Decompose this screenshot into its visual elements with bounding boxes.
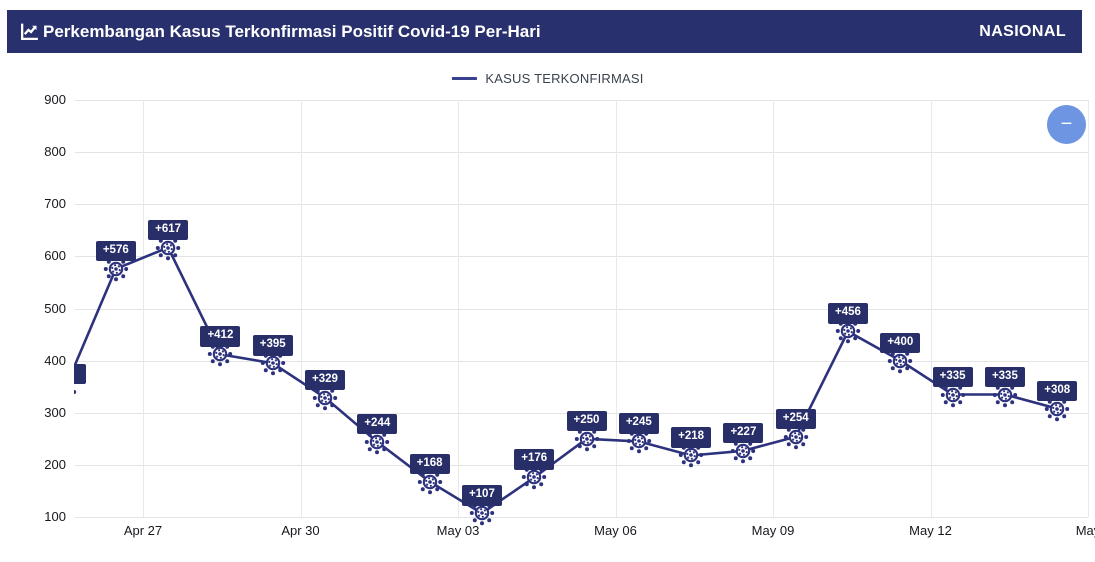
h-gridline [75, 464, 1088, 466]
minus-icon: − [1060, 113, 1073, 135]
v-gridline [143, 100, 144, 517]
h-gridline [75, 152, 1088, 154]
data-point-badge: +400 [880, 332, 921, 354]
virus-marker-icon[interactable] [260, 350, 286, 376]
data-point-badge: +176 [514, 449, 555, 470]
v-gridline [773, 100, 774, 517]
data-point-badge: +250 [566, 410, 607, 432]
v-gridline [300, 100, 302, 517]
y-axis-label: 100 [44, 509, 66, 524]
data-point-badge: +308 [1037, 380, 1078, 402]
data-point-badge: +456 [828, 303, 868, 324]
legend-label: KASUS TERKONFIRMASI [485, 71, 644, 86]
data-point-badge: +335 [984, 366, 1025, 387]
page-title: Perkembangan Kasus Terkonfirmasi Positif… [43, 21, 541, 41]
y-axis-label: 900 [44, 92, 66, 107]
data-point-badge: +576 [95, 240, 136, 262]
h-gridline [75, 256, 1088, 258]
data-point-badge: +335 [932, 366, 973, 387]
line-chart-icon [19, 21, 40, 42]
data-point-badge: +254 [775, 408, 816, 430]
h-gridline [75, 100, 1088, 101]
y-axis-label: 800 [44, 144, 66, 160]
data-point-badge: +107 [461, 485, 502, 506]
legend-line-swatch [451, 77, 477, 80]
y-axis-label: 600 [44, 248, 66, 264]
data-point-badge: +168 [409, 453, 450, 475]
virus-marker-icon[interactable] [155, 235, 181, 261]
data-point-badge: +412 [200, 326, 241, 347]
v-gridline [930, 100, 932, 517]
virus-marker-icon[interactable] [783, 424, 809, 450]
series-line [74, 245, 1058, 515]
data-point-badge: +244 [357, 413, 398, 435]
h-gridline [75, 517, 1088, 518]
virus-marker-icon[interactable] [312, 385, 338, 411]
virus-marker-icon[interactable] [74, 379, 77, 405]
data-point-badge: +218 [671, 427, 712, 448]
h-gridline [75, 308, 1088, 310]
data-point-badge: +329 [305, 369, 345, 391]
widget-header: Perkembangan Kasus Terkonfirmasi Positif… [7, 10, 1082, 53]
data-point-badge: +395 [252, 335, 293, 356]
virus-marker-icon[interactable] [626, 428, 652, 454]
x-axis-label: May 09 [751, 523, 795, 538]
y-axis-label: 400 [44, 352, 66, 368]
data-point-badge: +245 [618, 413, 659, 434]
legend-item-kasus-terkonfirmasi[interactable]: KASUS TERKONFIRMASI [451, 71, 643, 86]
y-axis-label: 300 [44, 404, 66, 420]
x-axis-label: May 06 [594, 523, 637, 538]
x-axis-label: May 03 [436, 523, 480, 538]
virus-marker-icon[interactable] [364, 429, 390, 455]
y-axis-label: 700 [44, 196, 66, 212]
x-axis-label: May 12 [909, 523, 952, 538]
x-axis-label: Apr 27 [123, 523, 163, 538]
collapse-chart-button[interactable]: − [1047, 105, 1086, 144]
x-axis-label: May [1075, 523, 1095, 538]
data-point-badge: +617 [148, 219, 189, 240]
v-gridline [615, 100, 617, 517]
chart-series-layer: +576 +617 +412 +395 +329 +244 +168 +107 +176 +250… [74, 90, 1095, 560]
data-point-badge: +227 [723, 422, 764, 444]
x-axis-label: Apr 30 [281, 523, 320, 538]
region-label: NASIONAL [979, 22, 1066, 40]
y-axis-label: 200 [44, 456, 66, 472]
h-gridline [75, 360, 1088, 362]
h-gridline [75, 204, 1088, 206]
v-gridline [1088, 100, 1089, 517]
data-point-badge [74, 363, 86, 384]
widget-title-group: Perkembangan Kasus Terkonfirmasi Positif… [19, 21, 541, 42]
y-axis-label: 500 [44, 300, 66, 316]
v-gridline [458, 100, 459, 517]
